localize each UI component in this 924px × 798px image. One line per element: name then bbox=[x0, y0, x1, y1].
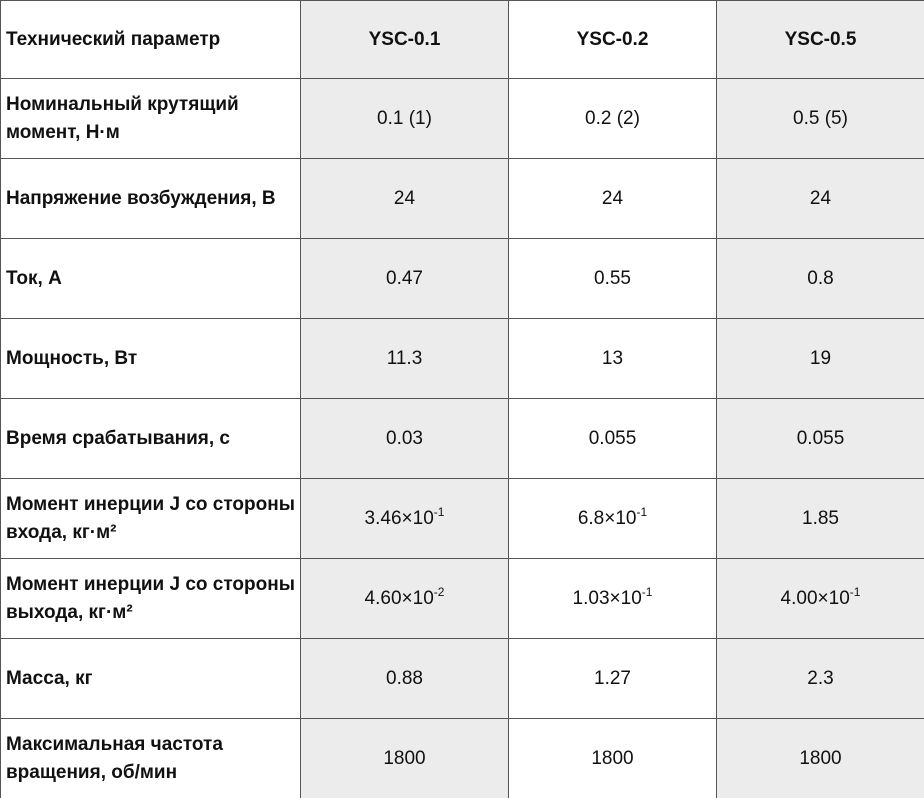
row-label: Момент инерции J со стороны выхода, кг·м… bbox=[0, 558, 301, 639]
row-label: Ток, А bbox=[0, 238, 301, 319]
value-cell: 4.00×10-1 bbox=[716, 558, 924, 639]
value-cell: YSC-0.5 bbox=[716, 0, 924, 79]
value-cell: YSC-0.1 bbox=[300, 0, 509, 79]
value-cell: 13 bbox=[508, 318, 717, 399]
value-cell: 1.03×10-1 bbox=[508, 558, 717, 639]
value-cell: 24 bbox=[300, 158, 509, 239]
value-cell: 1800 bbox=[508, 718, 717, 798]
table-row: Напряжение возбуждения, В 24 24 24 bbox=[0, 158, 924, 239]
cell-exponent: -1 bbox=[433, 504, 445, 519]
cell-base: 1.03×10 bbox=[572, 587, 642, 609]
table-row: Время срабатывания, с 0.03 0.055 0.055 bbox=[0, 398, 924, 479]
value-cell: 0.2 (2) bbox=[508, 78, 717, 159]
value-cell: 6.8×10-1 bbox=[508, 478, 717, 559]
cell-base: 4.60×10 bbox=[364, 587, 434, 609]
value-cell: 0.03 bbox=[300, 398, 509, 479]
value-cell: 0.8 bbox=[716, 238, 924, 319]
value-cell: 2.3 bbox=[716, 638, 924, 719]
value-cell: 1800 bbox=[716, 718, 924, 798]
cell-base: 4.00×10 bbox=[780, 587, 850, 609]
value-cell: 1.27 bbox=[508, 638, 717, 719]
value-cell: 0.055 bbox=[716, 398, 924, 479]
value-cell: 0.055 bbox=[508, 398, 717, 479]
value-cell: 0.1 (1) bbox=[300, 78, 509, 159]
table-row: Ток, А 0.47 0.55 0.8 bbox=[0, 238, 924, 319]
row-label: Мощность, Вт bbox=[0, 318, 301, 399]
row-label: Технический параметр bbox=[0, 0, 301, 79]
row-label: Время срабатывания, с bbox=[0, 398, 301, 479]
value-cell: 3.46×10-1 bbox=[300, 478, 509, 559]
value-cell: 1.85 bbox=[716, 478, 924, 559]
value-cell: 11.3 bbox=[300, 318, 509, 399]
value-cell: 24 bbox=[716, 158, 924, 239]
value-cell: 19 bbox=[716, 318, 924, 399]
row-label: Масса, кг bbox=[0, 638, 301, 719]
row-label: Напряжение возбуждения, В bbox=[0, 158, 301, 239]
row-label: Максимальная частота вращения, об/мин bbox=[0, 718, 301, 798]
value-cell: 24 bbox=[508, 158, 717, 239]
cell-exponent: -2 bbox=[433, 584, 445, 599]
value-cell: 0.55 bbox=[508, 238, 717, 319]
cell-base: 3.46×10 bbox=[364, 507, 434, 529]
row-label: Номинальный крутящий момент, Н·м bbox=[0, 78, 301, 159]
value-cell: YSC-0.2 bbox=[508, 0, 717, 79]
value-cell: 0.47 bbox=[300, 238, 509, 319]
cell-exponent: -1 bbox=[641, 584, 653, 599]
cell-base: 6.8×10 bbox=[577, 507, 637, 529]
table-row: Момент инерции J со стороны входа, кг·м²… bbox=[0, 478, 924, 559]
row-label: Момент инерции J со стороны входа, кг·м² bbox=[0, 478, 301, 559]
table-row: Мощность, Вт 11.3 13 19 bbox=[0, 318, 924, 399]
cell-exponent: -1 bbox=[636, 504, 648, 519]
table-row: Максимальная частота вращения, об/мин 180… bbox=[0, 718, 924, 798]
value-cell: 1800 bbox=[300, 718, 509, 798]
value-cell: 0.5 (5) bbox=[716, 78, 924, 159]
header-row: Технический параметр YSC-0.1 YSC-0.2 YSC-0.… bbox=[0, 0, 924, 79]
table-row: Номинальный крутящий момент, Н·м 0.1 (1) 0… bbox=[0, 78, 924, 159]
value-cell: 4.60×10-2 bbox=[300, 558, 509, 639]
value-cell: 0.88 bbox=[300, 638, 509, 719]
table-row: Масса, кг 0.88 1.27 2.3 bbox=[0, 638, 924, 719]
cell-exponent: -1 bbox=[849, 584, 861, 599]
table-row: Момент инерции J со стороны выхода, кг·м… bbox=[0, 558, 924, 639]
